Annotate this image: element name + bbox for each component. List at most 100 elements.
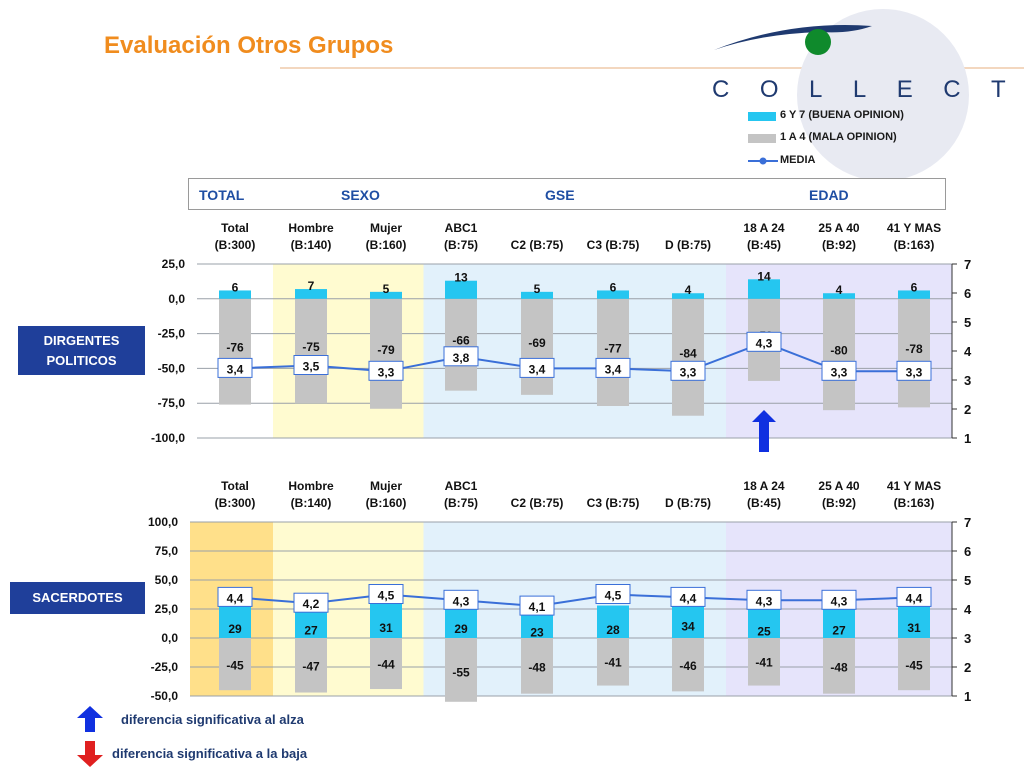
- category-base-label: (B:92): [822, 238, 856, 252]
- legend-swatch-media: [748, 157, 778, 165]
- bar-bad: [219, 638, 251, 691]
- category-base-label: (B:163): [894, 496, 935, 510]
- bar-bad: [898, 298, 930, 408]
- bar-good: [898, 290, 930, 299]
- note-down: diferencia significativa a la baja: [112, 746, 308, 761]
- data-label-bad: -48: [528, 660, 546, 674]
- y-tick-label: 0,0: [168, 292, 185, 306]
- media-value-label: 4,3: [756, 594, 773, 608]
- section-label-politicos: DIRGENTES POLITICOS: [18, 326, 145, 375]
- data-label-good: 29: [454, 622, 468, 636]
- category-base-label: (B:160): [366, 496, 407, 510]
- y2-tick-label: 5: [964, 315, 971, 330]
- media-box: [217, 586, 253, 607]
- y-tick-label: -100,0: [151, 431, 185, 445]
- y2-tick-label: 3: [964, 631, 971, 646]
- data-label-bad: -46: [679, 659, 697, 673]
- header-edad: EDAD: [809, 187, 849, 203]
- data-label-bad: -77: [604, 341, 622, 355]
- category-label: Hombre: [288, 479, 334, 493]
- y-tick-label: 25,0: [155, 602, 179, 616]
- data-label-bad: -80: [830, 343, 848, 357]
- bar-bad: [597, 298, 629, 406]
- data-label-good: 4: [836, 283, 843, 297]
- data-label-good: 27: [304, 623, 318, 637]
- data-label-good: 29: [228, 622, 242, 636]
- data-label-good: 14: [757, 269, 771, 283]
- bar-bad: [521, 298, 553, 395]
- bar-good: [823, 606, 855, 638]
- data-label-good: 6: [232, 280, 239, 294]
- logo-swoosh: [714, 25, 872, 50]
- bar-bad: [370, 638, 402, 690]
- data-label-bad: -66: [452, 334, 470, 348]
- y2-tick-label: 5: [964, 573, 971, 588]
- arrow-down-icon: [77, 741, 103, 767]
- media-value-label: 4,3: [453, 594, 470, 608]
- bar-bad: [597, 638, 629, 686]
- media-box: [293, 592, 329, 613]
- bar-good: [597, 290, 629, 299]
- y2-tick-label: 4: [964, 344, 972, 359]
- category-base-label: (B:300): [215, 496, 256, 510]
- media-value-label: 3,3: [378, 365, 395, 379]
- category-label: 41 Y MAS: [887, 479, 941, 493]
- legend-label-media: MEDIA: [780, 154, 816, 166]
- bar-bad: [295, 298, 327, 404]
- data-label-good: 28: [606, 623, 620, 637]
- media-box: [293, 355, 329, 375]
- legend-label-good: 6 Y 7 (BUENA OPINION): [780, 109, 904, 121]
- media-value-label: 4,5: [605, 589, 622, 603]
- category-label: Mujer: [370, 221, 402, 235]
- title-divider: [280, 67, 1024, 69]
- brand-name: COLLECT: [712, 76, 1024, 103]
- y-tick-label: 25,0: [162, 257, 186, 271]
- media-box: [217, 357, 253, 378]
- data-label-good: 25: [757, 625, 771, 639]
- data-label-bad: -41: [604, 656, 622, 670]
- media-box: [595, 584, 631, 604]
- header-sexo: SEXO: [341, 187, 380, 203]
- media-box: [896, 360, 932, 381]
- data-label-bad: -55: [452, 665, 470, 679]
- bar-bad: [672, 298, 704, 416]
- group-header: TOTAL SEXO GSE EDAD: [188, 178, 946, 210]
- media-box: [821, 589, 857, 610]
- legend-swatch-good: [748, 112, 776, 121]
- media-value-label: 4,1: [529, 600, 546, 614]
- data-label-bad: -78: [905, 342, 923, 356]
- y-tick-label: 0,0: [161, 631, 178, 645]
- data-label-bad: -47: [302, 660, 320, 674]
- category-label: 25 A 40: [818, 221, 859, 235]
- media-box: [670, 586, 706, 607]
- bar-bad: [295, 638, 327, 693]
- media-value-label: 4,3: [831, 594, 848, 608]
- data-label-bad: -48: [830, 660, 848, 674]
- media-box: [519, 357, 555, 378]
- y2-tick-label: 2: [964, 402, 971, 417]
- logo-circle: [797, 9, 969, 181]
- category-label: Total: [221, 479, 249, 493]
- data-label-bad: -45: [226, 658, 244, 672]
- category-base-label: (B:45): [747, 238, 781, 252]
- category-base-label: (B:45): [747, 496, 781, 510]
- data-label-bad: -69: [528, 336, 546, 350]
- y2-tick-label: 7: [964, 257, 971, 272]
- category-base-label: (B:140): [291, 496, 332, 510]
- data-label-bad: -84: [679, 346, 697, 360]
- category-base-label: C3 (B:75): [587, 496, 640, 510]
- media-value-label: 3,3: [906, 365, 923, 379]
- data-label-bad: -44: [377, 658, 395, 672]
- y2-tick-label: 6: [964, 544, 971, 559]
- data-label-good: 6: [911, 280, 918, 294]
- media-line: [234, 341, 914, 373]
- chart-sacerdotes: 100,0 75,0 50,0 25,0 0,0 -25,0 -50,0 7 6 5 4 3 2 1 Tot…: [148, 479, 972, 704]
- data-label-bad: -45: [905, 658, 923, 672]
- y-tick-label: -50,0: [151, 689, 179, 703]
- data-label-good: 6: [610, 280, 617, 294]
- header-gse: GSE: [545, 187, 575, 203]
- category-base-label: (B:300): [215, 238, 256, 252]
- bar-good: [823, 293, 855, 299]
- media-box: [746, 331, 782, 352]
- category-base-label: C2 (B:75): [511, 238, 564, 252]
